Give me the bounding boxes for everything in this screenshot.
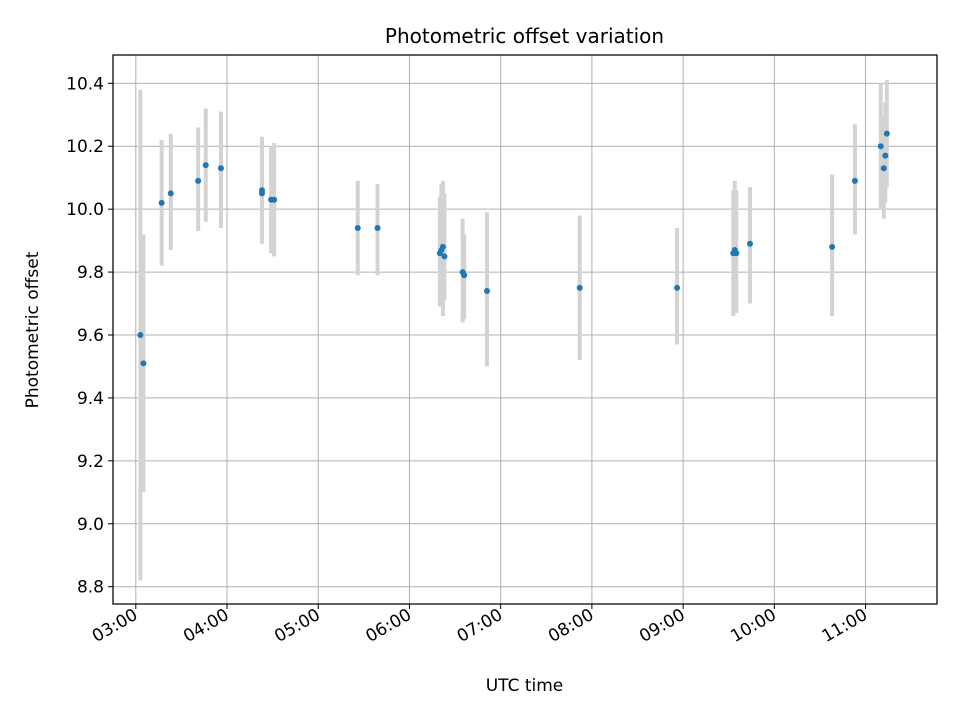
data-point	[877, 143, 884, 150]
data-point	[195, 177, 202, 184]
data-point	[271, 196, 278, 203]
data-point	[217, 165, 224, 172]
data-point	[258, 190, 265, 197]
data-point	[374, 225, 381, 232]
y-tick-label: 10.0	[66, 200, 104, 220]
data-point	[829, 243, 836, 250]
data-point	[158, 199, 165, 206]
data-point	[202, 162, 209, 169]
data-point	[674, 284, 681, 291]
data-point	[747, 240, 754, 247]
y-tick-label: 8.8	[77, 578, 104, 598]
y-tick-label: 9.2	[77, 452, 104, 472]
data-point	[483, 287, 490, 294]
y-axis: 8.8 9.0 9.2 9.4 9.6 9.8 10.0 10.2 10.4	[66, 74, 113, 598]
data-point	[461, 272, 468, 279]
data-point	[439, 243, 446, 250]
data-point	[576, 284, 583, 291]
data-point	[354, 225, 361, 232]
y-tick-label: 9.8	[77, 263, 104, 283]
grid	[113, 55, 937, 604]
data-point	[733, 250, 740, 257]
data-point	[137, 332, 144, 339]
plot-frame	[112, 54, 938, 605]
data-point	[140, 360, 147, 367]
chart-title: Photometric offset variation	[385, 24, 664, 48]
data-point	[883, 130, 890, 137]
y-axis-label: Photometric offset	[23, 251, 43, 408]
data-point	[851, 177, 858, 184]
data-point	[441, 253, 448, 260]
data-point	[880, 165, 887, 172]
y-tick-label: 9.4	[77, 389, 104, 409]
data-points	[137, 130, 890, 367]
y-tick-label: 10.2	[66, 137, 104, 157]
y-tick-label: 9.6	[77, 326, 104, 346]
y-tick-label: 9.0	[77, 515, 104, 535]
data-point	[167, 190, 174, 197]
y-tick-label: 10.4	[66, 74, 104, 94]
data-point	[882, 152, 889, 159]
x-axis-label: UTC time	[486, 676, 564, 696]
